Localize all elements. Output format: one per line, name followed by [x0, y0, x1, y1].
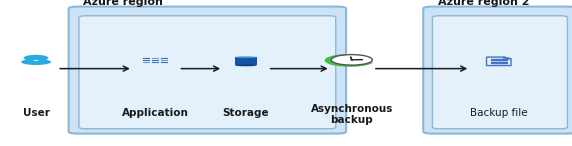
- FancyBboxPatch shape: [432, 16, 567, 129]
- Text: Backup file: Backup file: [470, 108, 527, 118]
- FancyBboxPatch shape: [142, 59, 150, 61]
- Polygon shape: [33, 60, 39, 61]
- FancyBboxPatch shape: [235, 57, 257, 65]
- Polygon shape: [504, 57, 511, 59]
- Ellipse shape: [21, 59, 51, 65]
- Circle shape: [331, 55, 372, 65]
- FancyBboxPatch shape: [160, 57, 168, 59]
- FancyBboxPatch shape: [69, 7, 346, 134]
- FancyBboxPatch shape: [142, 61, 150, 63]
- Text: Application: Application: [122, 108, 189, 118]
- Ellipse shape: [235, 56, 257, 58]
- FancyBboxPatch shape: [160, 59, 168, 61]
- Circle shape: [23, 55, 49, 61]
- FancyBboxPatch shape: [151, 59, 159, 61]
- Text: Storage: Storage: [223, 108, 269, 118]
- FancyBboxPatch shape: [79, 16, 336, 129]
- Text: Azure region: Azure region: [83, 0, 163, 7]
- FancyBboxPatch shape: [160, 61, 168, 63]
- Text: Azure region 2: Azure region 2: [438, 0, 529, 7]
- Text: User: User: [23, 108, 49, 118]
- Ellipse shape: [235, 64, 257, 66]
- Polygon shape: [487, 57, 511, 66]
- FancyBboxPatch shape: [151, 57, 159, 59]
- Wedge shape: [324, 54, 374, 67]
- FancyBboxPatch shape: [142, 57, 150, 59]
- Text: Asynchronous
backup: Asynchronous backup: [311, 104, 393, 125]
- FancyBboxPatch shape: [151, 61, 159, 63]
- Circle shape: [350, 59, 353, 60]
- FancyBboxPatch shape: [423, 7, 572, 134]
